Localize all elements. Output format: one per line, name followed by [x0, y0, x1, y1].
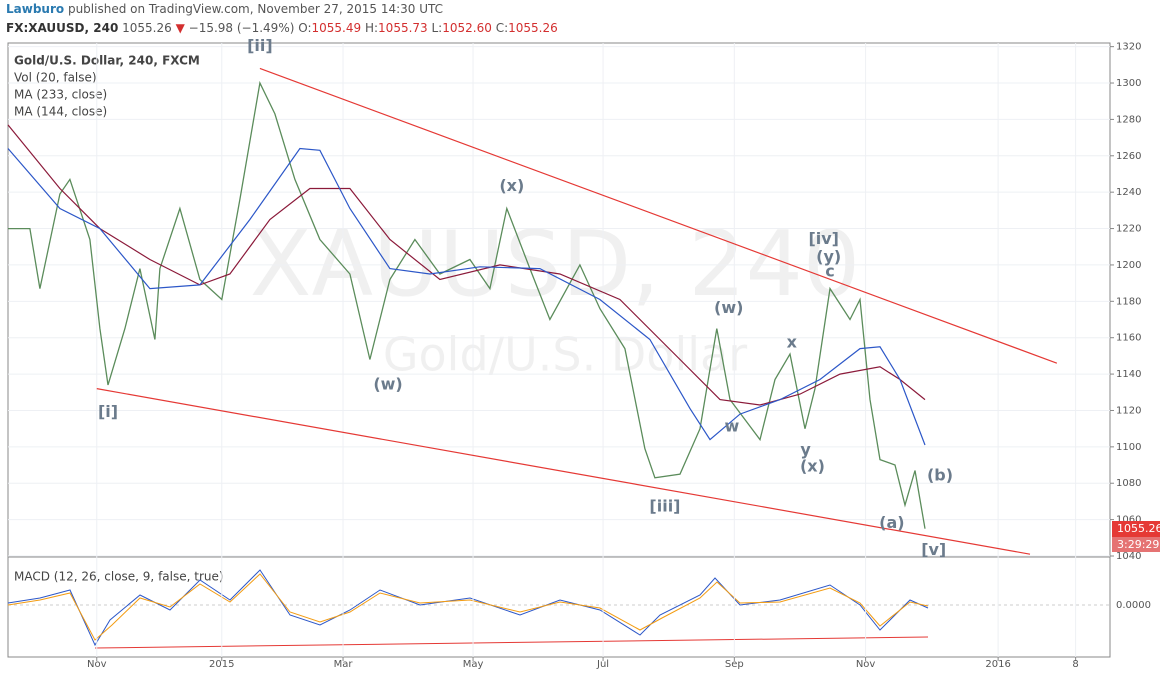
y-tick-label: 1160 — [1116, 333, 1141, 344]
author[interactable]: Lawburo — [6, 2, 65, 16]
wave-label: w — [724, 416, 739, 435]
y-tick-label: 1040 — [1116, 551, 1141, 562]
wave-label: (b) — [927, 465, 953, 484]
c: 1055.26 — [508, 21, 558, 35]
legend-main: Gold/U.S. Dollar, 240, FXCM — [14, 54, 200, 68]
wave-label: x — [787, 333, 798, 352]
wave-label: y — [800, 440, 811, 459]
trendline — [96, 388, 1031, 555]
x-tick-label: Jul — [596, 659, 609, 670]
x-tick-label: May — [463, 659, 484, 670]
x-tick-label: 2015 — [209, 659, 234, 670]
price-tag-text: 1055.26 — [1117, 522, 1163, 535]
change: −15.98 (−1.49%) — [188, 21, 295, 35]
wave-label: (w) — [714, 298, 743, 317]
y-tick-label: 1260 — [1116, 151, 1141, 162]
y-tick-label: 1220 — [1116, 224, 1141, 235]
legend-ma144: MA (144, close) — [14, 105, 107, 119]
l: 1052.60 — [442, 21, 492, 35]
o: 1055.49 — [311, 21, 362, 35]
wave-label: (x) — [800, 456, 825, 475]
last: 1055.26 — [122, 21, 172, 35]
header: Lawburo published on TradingView.com, No… — [6, 0, 558, 38]
macd-zero-label: 0.0000 — [1116, 600, 1151, 611]
wave-label: c — [825, 262, 834, 281]
wave-label: (w) — [373, 375, 402, 394]
y-tick-label: 1200 — [1116, 260, 1141, 271]
macd-signal — [7, 573, 929, 641]
y-tick-label: 1320 — [1116, 42, 1141, 53]
y-tick-label: 1300 — [1116, 78, 1141, 89]
wave-label: [i] — [98, 402, 118, 421]
macd-trendline — [94, 636, 929, 649]
ma-line — [7, 124, 926, 406]
y-tick-label: 1280 — [1116, 114, 1141, 125]
x-tick-label: Nov — [87, 659, 107, 670]
published: published on TradingView.com, November 2… — [67, 2, 444, 16]
watermark: XAUUSD, 240 — [250, 212, 860, 317]
wave-label: [iii] — [649, 496, 680, 515]
ma-line — [7, 147, 926, 446]
watermark-sub: Gold/U.S. Dollar — [383, 328, 747, 382]
symbol: FX:XAUUSD, 240 — [6, 21, 119, 35]
timer-tag-text: 3:29:29 — [1117, 538, 1159, 551]
trendline — [259, 67, 1058, 364]
y-tick-label: 1180 — [1116, 296, 1141, 307]
x-tick-label: Mar — [334, 659, 354, 670]
price-line — [8, 80, 926, 529]
y-tick-label: 1080 — [1116, 478, 1141, 489]
y-tick-label: 1140 — [1116, 369, 1141, 380]
price-tag — [1112, 521, 1160, 537]
x-tick-label: 2016 — [985, 659, 1010, 670]
l-label: L: — [431, 21, 443, 35]
x-tick-label: Sep — [725, 659, 744, 670]
y-tick-label: 1120 — [1116, 405, 1141, 416]
wave-label: (y) — [816, 247, 841, 266]
h-label: H: — [364, 21, 379, 35]
x-tick-label: 8 — [1072, 659, 1078, 670]
wave-label: (a) — [879, 513, 904, 532]
wave-label: [ii] — [247, 36, 273, 55]
y-tick-label: 1240 — [1116, 187, 1141, 198]
o-label: O: — [298, 21, 312, 35]
wave-label: [v] — [921, 540, 946, 559]
macd-label: MACD (12, 26, close, 9, false, true) — [14, 570, 224, 584]
c-label: C: — [495, 21, 509, 35]
wave-label: (x) — [499, 176, 524, 195]
legend-vol: Vol (20, false) — [14, 71, 97, 85]
arrow: ▼ — [175, 21, 185, 35]
wave-label: [iv] — [808, 229, 839, 248]
y-tick-label: 1100 — [1116, 442, 1141, 453]
y-tick-label: 1060 — [1116, 515, 1141, 526]
timer-tag — [1112, 537, 1160, 552]
legend-ma233: MA (233, close) — [14, 88, 107, 102]
x-tick-label: Nov — [856, 659, 876, 670]
h: 1055.73 — [378, 21, 428, 35]
